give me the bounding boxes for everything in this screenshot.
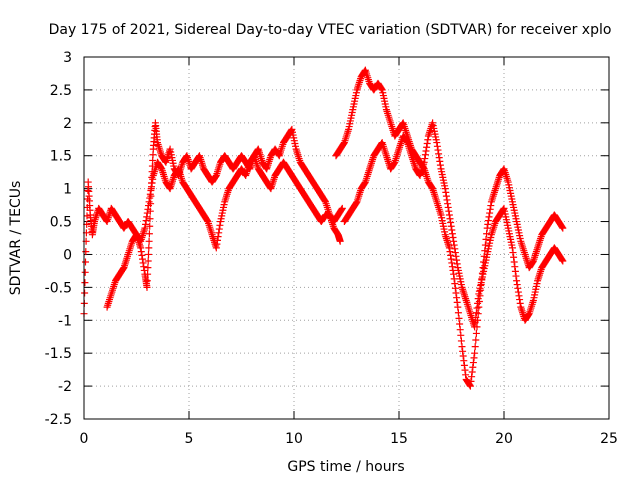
data-point [336, 237, 344, 245]
data-point [510, 253, 518, 261]
y-tick-label: -1 [58, 313, 72, 329]
data-point [472, 329, 480, 337]
x-tick-label: 5 [185, 431, 194, 447]
data-point [471, 349, 479, 357]
data-point [81, 268, 89, 276]
data-point [513, 277, 521, 285]
data-point [144, 264, 152, 272]
x-tick-label: 20 [495, 431, 513, 447]
y-tick-label: 3 [63, 50, 72, 66]
data-point [471, 343, 479, 351]
x-tick-label: 15 [390, 431, 408, 447]
data-point [144, 257, 152, 265]
y-tick-label: 1.5 [50, 149, 72, 165]
axis-ticks: -2.5 -2 -1.5 -1 -0.5 0 0.5 1 1.5 2 2.5 3 0 5 10 15 20 25 [45, 50, 618, 447]
chart-title: Day 175 of 2021, Sidereal Day-to-day VTE… [49, 22, 612, 38]
series-track-c [332, 66, 567, 390]
data-point [81, 279, 89, 287]
y-tick-label: -2 [58, 379, 72, 395]
x-axis-label: GPS time / hours [287, 459, 404, 475]
data-point [145, 244, 153, 252]
y-axis-label: SDTVAR / TECUs [8, 181, 24, 296]
x-tick-label: 10 [285, 431, 303, 447]
data-point [472, 336, 480, 344]
grid [84, 57, 609, 419]
data-point [82, 248, 90, 256]
data-point [145, 250, 152, 258]
x-tick-label: 0 [80, 431, 89, 447]
series-track-b [103, 152, 346, 311]
plot-frame [83, 56, 610, 420]
y-tick-label: 2.5 [50, 83, 72, 99]
data-point [559, 257, 567, 265]
y-tick-label: 2 [63, 116, 72, 132]
data-point [81, 289, 89, 297]
data-point [143, 283, 151, 291]
data-point [145, 237, 153, 245]
data-point [146, 222, 154, 230]
data-point [145, 230, 153, 238]
y-tick-label: -1.5 [45, 346, 72, 362]
data-point [338, 204, 346, 212]
x-tick-label: 25 [600, 431, 618, 447]
data-point [143, 277, 151, 285]
y-tick-label: -2.5 [45, 412, 72, 428]
series-track-d [340, 119, 567, 331]
data-point [82, 258, 89, 266]
data-point [516, 296, 524, 304]
y-tick-label: -0.5 [45, 280, 72, 296]
y-tick-label: 0 [63, 247, 72, 263]
y-tick-label: 1 [63, 182, 72, 198]
data-point [511, 263, 519, 271]
data-point [559, 224, 567, 232]
data-points [80, 66, 567, 390]
data-point [514, 284, 522, 292]
data-point [144, 270, 152, 278]
data-point [83, 212, 91, 220]
y-tick-label: 0.5 [50, 215, 72, 231]
